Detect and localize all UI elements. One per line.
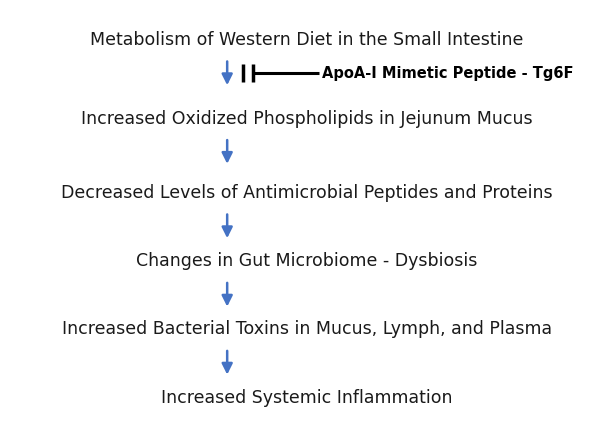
Text: Changes in Gut Microbiome - Dysbiosis: Changes in Gut Microbiome - Dysbiosis bbox=[136, 252, 478, 270]
Text: ApoA-I Mimetic Peptide - Tg6F: ApoA-I Mimetic Peptide - Tg6F bbox=[322, 65, 574, 81]
Text: Increased Systemic Inflammation: Increased Systemic Inflammation bbox=[161, 389, 453, 407]
Text: Metabolism of Western Diet in the Small Intestine: Metabolism of Western Diet in the Small … bbox=[90, 31, 524, 49]
Text: Increased Bacterial Toxins in Mucus, Lymph, and Plasma: Increased Bacterial Toxins in Mucus, Lym… bbox=[62, 320, 552, 338]
Text: Increased Oxidized Phospholipids in Jejunum Mucus: Increased Oxidized Phospholipids in Jeju… bbox=[81, 110, 533, 128]
Text: Decreased Levels of Antimicrobial Peptides and Proteins: Decreased Levels of Antimicrobial Peptid… bbox=[61, 184, 553, 202]
